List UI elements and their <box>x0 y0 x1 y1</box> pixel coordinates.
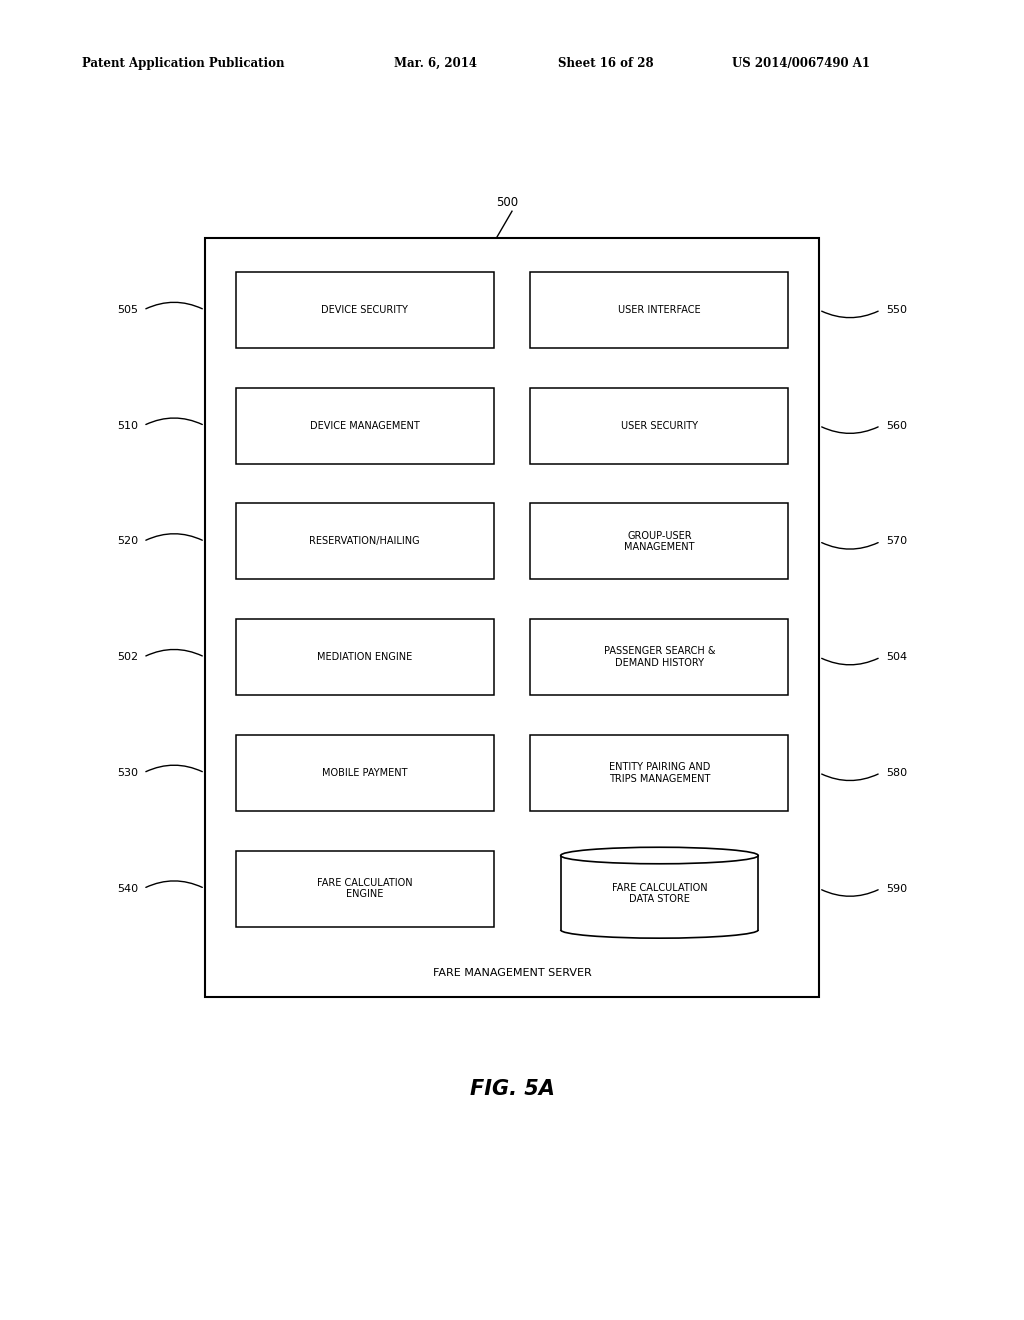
Text: DEVICE MANAGEMENT: DEVICE MANAGEMENT <box>309 421 420 430</box>
Bar <box>205 238 819 997</box>
Bar <box>236 272 494 348</box>
Text: 580: 580 <box>886 768 907 777</box>
Ellipse shape <box>561 847 758 863</box>
Text: FIG. 5A: FIG. 5A <box>470 1078 554 1100</box>
Text: FARE MANAGEMENT SERVER: FARE MANAGEMENT SERVER <box>432 968 592 978</box>
Text: MOBILE PAYMENT: MOBILE PAYMENT <box>322 768 408 777</box>
Bar <box>530 735 788 810</box>
Bar <box>236 619 494 696</box>
Text: MEDIATION ENGINE: MEDIATION ENGINE <box>316 652 413 663</box>
Text: 502: 502 <box>117 652 138 663</box>
Text: US 2014/0067490 A1: US 2014/0067490 A1 <box>732 57 870 70</box>
Text: 590: 590 <box>886 883 907 894</box>
Text: 550: 550 <box>886 305 907 315</box>
Bar <box>236 388 494 463</box>
Bar <box>530 388 788 463</box>
Text: GROUP-USER
MANAGEMENT: GROUP-USER MANAGEMENT <box>625 531 694 552</box>
Bar <box>236 735 494 810</box>
Bar <box>530 503 788 579</box>
Text: Sheet 16 of 28: Sheet 16 of 28 <box>558 57 653 70</box>
Text: Mar. 6, 2014: Mar. 6, 2014 <box>394 57 477 70</box>
Text: 570: 570 <box>886 536 907 546</box>
Bar <box>530 619 788 696</box>
Text: 510: 510 <box>117 421 138 430</box>
Text: USER INTERFACE: USER INTERFACE <box>618 305 700 315</box>
Bar <box>530 272 788 348</box>
Text: RESERVATION/HAILING: RESERVATION/HAILING <box>309 536 420 546</box>
Text: PASSENGER SEARCH &
DEMAND HISTORY: PASSENGER SEARCH & DEMAND HISTORY <box>604 647 715 668</box>
Bar <box>561 855 758 929</box>
Text: Patent Application Publication: Patent Application Publication <box>82 57 285 70</box>
Text: ENTITY PAIRING AND
TRIPS MANAGEMENT: ENTITY PAIRING AND TRIPS MANAGEMENT <box>609 762 710 784</box>
Text: 560: 560 <box>886 421 907 430</box>
Bar <box>236 850 494 927</box>
Text: USER SECURITY: USER SECURITY <box>621 421 698 430</box>
Text: FARE CALCULATION
DATA STORE: FARE CALCULATION DATA STORE <box>611 883 708 904</box>
Text: 505: 505 <box>117 305 138 315</box>
Text: DEVICE SECURITY: DEVICE SECURITY <box>322 305 408 315</box>
Text: FARE CALCULATION
ENGINE: FARE CALCULATION ENGINE <box>316 878 413 899</box>
Text: 500: 500 <box>496 195 518 209</box>
Text: 530: 530 <box>117 768 138 777</box>
Bar <box>236 503 494 579</box>
Text: 540: 540 <box>117 883 138 894</box>
Text: 520: 520 <box>117 536 138 546</box>
Text: 504: 504 <box>886 652 907 663</box>
